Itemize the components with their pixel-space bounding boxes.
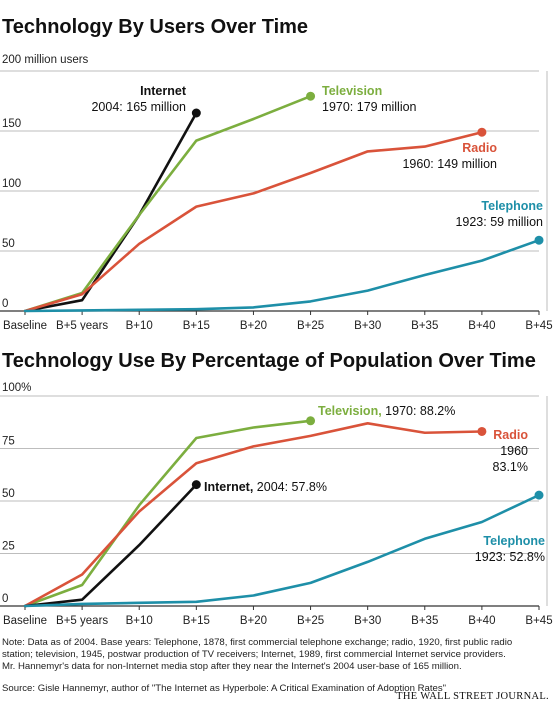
x-tick-label: B+20: [240, 320, 267, 330]
series-value-label: 1960: 149 million: [402, 157, 497, 171]
y-tick-label: 0: [2, 298, 8, 310]
y-axis-top-label: 200 million users: [2, 54, 89, 66]
series-value-label-2: 83.1%: [493, 460, 528, 474]
series-line-telephone: [23, 238, 541, 313]
chart-title: Technology By Users Over Time: [2, 16, 308, 38]
series-value-label: 2004: 57.8%: [253, 480, 327, 494]
note-line-2: station; television, 1945, postwar produ…: [2, 649, 506, 661]
x-tick-label: B+5 years: [56, 320, 108, 330]
source-line: Source: Gisle Hannemyr, author of "The I…: [2, 683, 447, 694]
series-endpoint-telephone: [534, 235, 544, 245]
series-value-label: 2004: 165 million: [91, 100, 186, 114]
x-tick-label: Baseline: [3, 320, 47, 330]
series-value-label: 1923: 52.8%: [475, 550, 545, 564]
y-tick-label: 75: [2, 436, 15, 448]
series-line-radio: [23, 130, 484, 313]
series-name-label: Internet: [140, 84, 187, 98]
users-chart: Technology By Users Over Time 200 million…: [0, 16, 553, 330]
x-tick-label: Baseline: [3, 615, 47, 627]
series-endpoint-radio: [477, 127, 487, 137]
series-name-label: Telephone: [481, 199, 543, 213]
percentage-chart: Technology Use By Percentage of Populati…: [0, 350, 553, 627]
note-line-1: Note: Data as of 2004. Base years: Telep…: [2, 637, 513, 648]
series-value-label: 1923: 59 million: [455, 215, 543, 229]
x-tick-label: B+45: [525, 615, 552, 627]
x-tick-label: B+35: [411, 320, 438, 330]
series-endpoint-internet: [191, 108, 201, 118]
x-tick-label: B+30: [354, 615, 381, 627]
series-value-label: 1970: 179 million: [322, 100, 417, 114]
series-line-internet: [23, 483, 198, 608]
series-line-radio: [23, 422, 484, 608]
x-tick-label: B+10: [126, 615, 153, 627]
series-name-label: Internet,: [204, 480, 253, 494]
y-tick-label: 50: [2, 488, 15, 500]
series-endpoint-internet: [191, 480, 201, 490]
x-tick-label: B+40: [468, 320, 495, 330]
publisher-logo: THE WALL STREET JOURNAL.: [396, 691, 549, 702]
series-value-label: 1970: 88.2%: [382, 404, 456, 418]
series-name-label: Radio: [493, 428, 528, 442]
series-endpoint-television: [306, 91, 316, 101]
y-tick-label: 25: [2, 541, 15, 553]
x-tick-label: B+25: [297, 615, 324, 627]
series-name-label: Television,: [318, 404, 382, 418]
series-endpoint-radio: [477, 426, 487, 436]
series-endpoint-television: [306, 416, 316, 426]
y-axis-top-label: 100%: [2, 382, 31, 394]
x-tick-label: B+20: [240, 615, 267, 627]
x-tick-label: B+5 years: [56, 615, 108, 627]
series-value-label: 1960: [500, 444, 528, 458]
series-annotation-internet: Internet, 2004: 57.8%: [204, 480, 327, 494]
series-annotation-television: Television, 1970: 88.2%: [318, 404, 455, 418]
y-tick-label: 150: [2, 118, 21, 130]
series-line-television: [23, 94, 312, 313]
series-line-television: [23, 419, 312, 608]
series-endpoint-telephone: [534, 490, 544, 500]
series-name-label: Telephone: [483, 534, 545, 548]
chart-title: Technology Use By Percentage of Populati…: [2, 350, 536, 372]
x-tick-label: B+40: [468, 615, 495, 627]
series-name-label: Television: [322, 84, 382, 98]
series-name-label: Radio: [462, 141, 497, 155]
series-line-telephone: [23, 493, 541, 608]
x-tick-label: B+35: [411, 615, 438, 627]
y-tick-label: 50: [2, 238, 15, 250]
x-tick-label: B+10: [126, 320, 153, 330]
series-line-internet: [23, 111, 198, 313]
note-line-3: Mr. Hannemyr's data for non-Internet med…: [2, 661, 462, 673]
x-tick-label: B+30: [354, 320, 381, 330]
x-tick-label: B+15: [183, 320, 210, 330]
x-tick-label: B+45: [525, 320, 552, 330]
x-tick-label: B+15: [183, 615, 210, 627]
y-tick-label: 100: [2, 178, 21, 190]
y-tick-label: 0: [2, 593, 8, 605]
chart-notes: Note: Data as of 2004. Base years: Telep…: [2, 637, 551, 674]
x-tick-label: B+25: [297, 320, 324, 330]
